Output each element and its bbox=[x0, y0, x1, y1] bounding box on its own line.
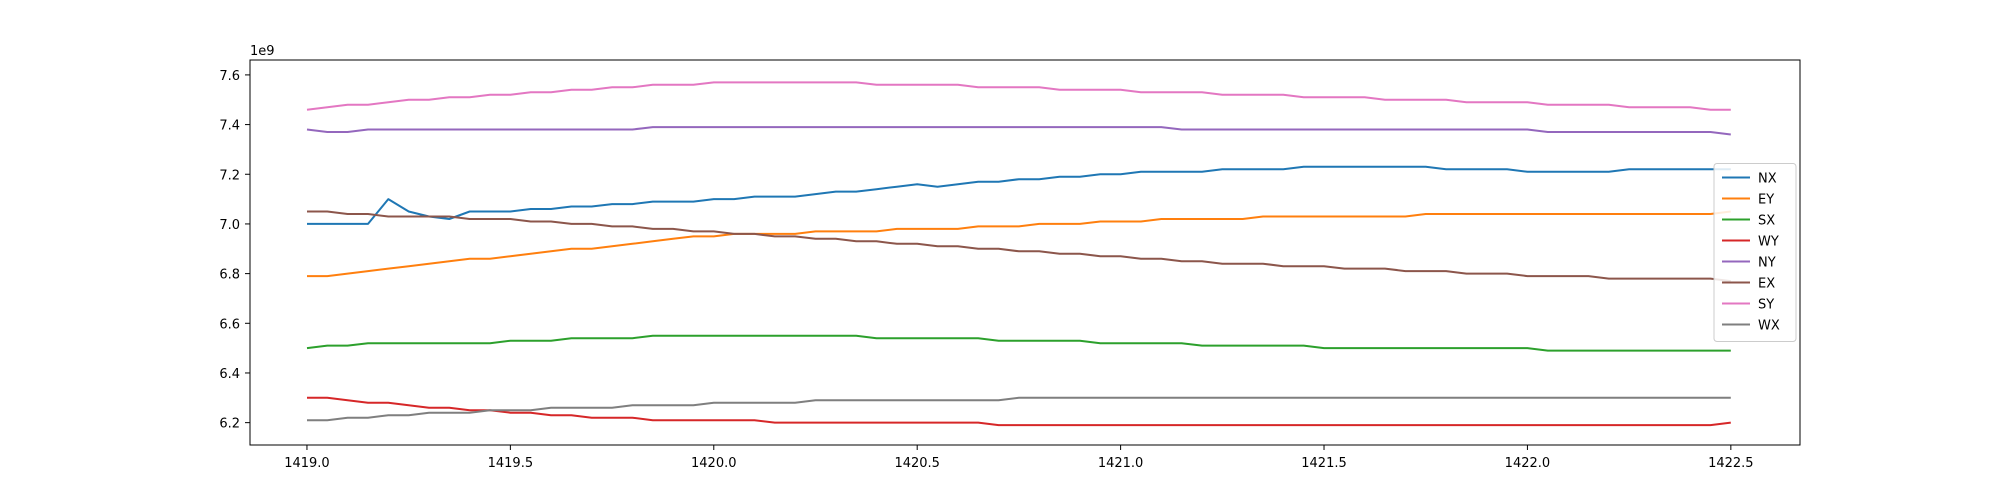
axes-frame bbox=[249, 59, 1801, 446]
legend-label-sy: SY bbox=[1758, 298, 1774, 313]
x-tick-label: 1422.0 bbox=[1505, 456, 1551, 471]
legend-label-wx: WX bbox=[1758, 319, 1780, 334]
legend-label-wy: WY bbox=[1758, 235, 1779, 250]
y-tick-label: 7.2 bbox=[219, 168, 240, 183]
axes-background bbox=[250, 60, 1800, 445]
x-tick-label: 1420.5 bbox=[894, 456, 940, 471]
y-tick-label: 6.8 bbox=[219, 268, 240, 283]
series-line-ny bbox=[306, 126, 1731, 136]
y-offset-label: 1e9 bbox=[250, 44, 275, 59]
legend-label-ny: NY bbox=[1758, 256, 1776, 271]
x-tick-label: 1419.5 bbox=[488, 456, 534, 471]
y-tick-label: 7.6 bbox=[219, 69, 240, 84]
x-axis: 1419.0 1419.5 1420.0 1420.5 1421.0 1421.5 1422… bbox=[284, 445, 1754, 471]
y-tick-label: 6.6 bbox=[219, 317, 240, 332]
x-tick-label: 1422.5 bbox=[1708, 456, 1754, 471]
legend: NX EY SX WY NY EX SY WX bbox=[1713, 163, 1797, 342]
legend-label-nx: NX bbox=[1758, 172, 1777, 187]
y-tick-label: 6.4 bbox=[219, 367, 240, 382]
series-layer bbox=[306, 81, 1731, 427]
y-tick-label: 7.0 bbox=[219, 218, 240, 233]
plot-area bbox=[250, 60, 1800, 445]
x-tick-label: 1420.0 bbox=[691, 456, 737, 471]
series-line-sy bbox=[306, 81, 1731, 111]
series-line-ey bbox=[307, 210, 1731, 278]
y-tick-label: 7.4 bbox=[219, 119, 240, 134]
y-axis: 6.2 6.4 6.6 6.8 7.0 7.2 7.4 7.6 bbox=[219, 69, 250, 432]
x-tick-label: 1421.0 bbox=[1098, 456, 1144, 471]
x-tick-label: 1419.0 bbox=[284, 456, 330, 471]
series-line-wx bbox=[307, 396, 1731, 422]
legend-label-ex: EX bbox=[1758, 277, 1775, 292]
y-tick-label: 6.2 bbox=[219, 417, 240, 432]
x-tick-label: 1421.5 bbox=[1301, 456, 1347, 471]
legend-label-sx: SX bbox=[1758, 214, 1775, 229]
series-line-wy bbox=[307, 396, 1731, 427]
legend-label-ey: EY bbox=[1758, 193, 1774, 208]
legend-box bbox=[1713, 163, 1797, 342]
series-line-ex bbox=[307, 210, 1731, 283]
series-line-sx bbox=[306, 334, 1731, 352]
series-line-nx bbox=[307, 165, 1731, 225]
